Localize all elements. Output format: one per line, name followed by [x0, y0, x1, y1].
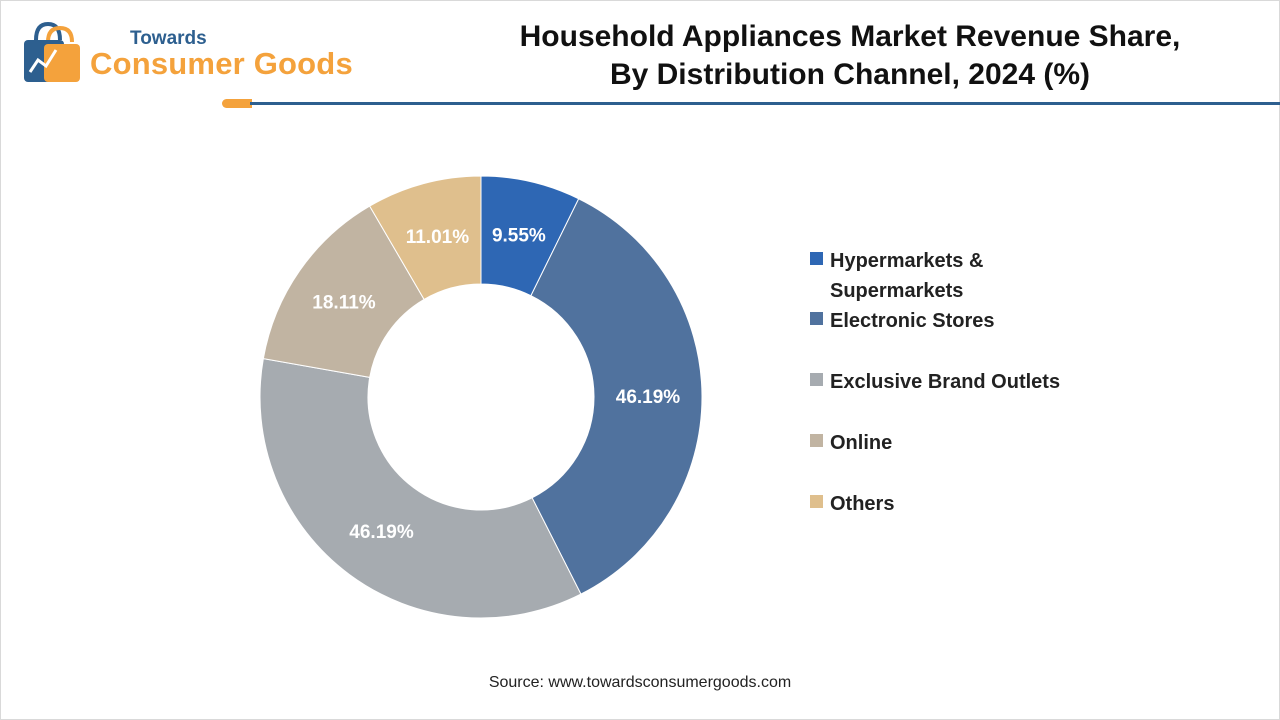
legend-swatch — [810, 495, 823, 508]
legend-swatch — [810, 434, 823, 447]
donut-slice — [259, 358, 582, 619]
legend-label: Hypermarkets & Supermarkets — [830, 250, 984, 302]
brand-name-top: Towards — [130, 28, 207, 49]
slice-data-label: 9.55% — [492, 225, 546, 246]
header-rule — [250, 102, 1280, 105]
legend-label: Electronic Stores — [830, 310, 995, 332]
slice-data-label: 18.11% — [312, 292, 375, 313]
donut-slice — [530, 198, 703, 595]
legend-swatch — [810, 252, 823, 265]
legend-swatch — [810, 312, 823, 325]
brand-name-main: Consumer Goods — [90, 46, 353, 81]
chart-title-line-2: By Distribution Channel, 2024 (%) — [609, 58, 1091, 91]
source-note: Source: www.towardsconsumergoods.com — [488, 674, 792, 691]
header-rule-accent — [222, 99, 252, 108]
chart-title: Household Appliances Market Revenue Shar… — [430, 18, 1270, 94]
slice-data-label: 11.01% — [406, 227, 469, 248]
chart-title-line-1: Household Appliances Market Revenue Shar… — [519, 20, 1181, 53]
donut-slice — [368, 175, 482, 301]
legend-label: Exclusive Brand Outlets — [830, 371, 1061, 393]
slice-data-label: 46.19% — [349, 522, 414, 543]
legend-label: Online — [830, 432, 893, 454]
brand-logo: Towards Consumer Goods — [18, 18, 378, 88]
slice-data-label: 46.19% — [616, 387, 681, 408]
legend-swatch — [810, 373, 823, 386]
legend-label: Others — [830, 493, 895, 515]
shopping-bag-logo-icon — [24, 21, 80, 82]
